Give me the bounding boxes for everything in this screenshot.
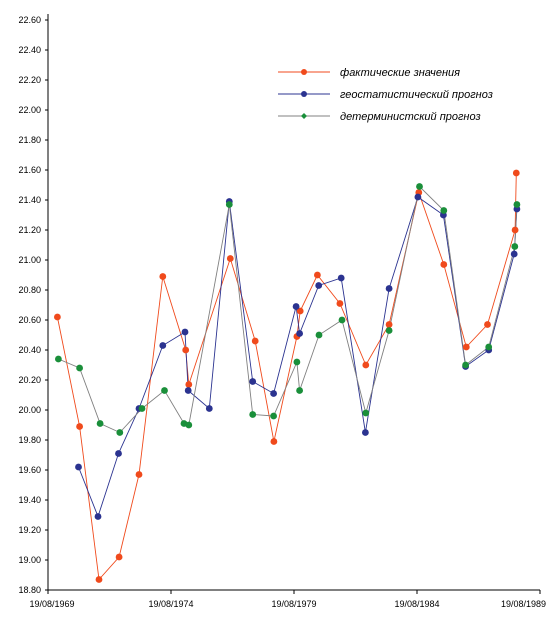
series-point-0 (512, 169, 520, 177)
series-point-2 (511, 243, 519, 250)
y-tick-label: 20.00 (18, 405, 41, 415)
y-tick-label: 22.60 (18, 15, 41, 25)
x-tick-label: 19/08/1989 (501, 599, 546, 609)
series-line-1 (78, 196, 518, 518)
legend-marker-2 (301, 113, 307, 119)
y-tick-label: 20.20 (18, 375, 41, 385)
y-tick-label: 20.80 (18, 285, 41, 295)
series-point-2 (138, 405, 146, 412)
series-point-0 (135, 471, 143, 478)
series-point-1 (296, 330, 303, 337)
series-point-2 (225, 201, 233, 208)
series-point-2 (485, 343, 493, 351)
series-point-2 (161, 387, 168, 394)
series-line-2 (58, 185, 518, 434)
x-tick-label: 19/08/1979 (271, 599, 316, 609)
legend-label-1: геостатистический прогноз (340, 89, 493, 101)
series-point-1 (292, 303, 300, 310)
series-point-0 (314, 271, 321, 279)
series-point-0 (462, 343, 470, 351)
series-point-0 (270, 438, 278, 445)
series-point-0 (336, 300, 344, 307)
series-point-1 (249, 378, 257, 385)
series-point-0 (484, 321, 491, 328)
series-point-0 (54, 313, 61, 321)
series-point-2 (315, 331, 323, 339)
series-point-1 (337, 274, 345, 282)
series-point-1 (510, 250, 518, 258)
series-point-2 (116, 429, 124, 436)
series-point-0 (185, 381, 193, 388)
legend-marker-0 (301, 69, 307, 75)
series-point-0 (296, 307, 304, 315)
series-point-0 (362, 361, 370, 369)
y-tick-label: 18.80 (18, 585, 41, 595)
y-tick-label: 22.00 (18, 105, 41, 115)
series-point-1 (270, 390, 277, 397)
series-point-2 (440, 207, 448, 214)
series-point-2 (338, 316, 346, 324)
x-tick-label: 19/08/1969 (29, 599, 74, 609)
series-point-2 (55, 355, 62, 363)
series-point-0 (182, 346, 190, 354)
series-point-2 (462, 361, 469, 369)
series-point-1 (205, 405, 213, 412)
series-point-2 (185, 421, 193, 429)
series-point-2 (296, 387, 303, 394)
series-point-2 (96, 420, 104, 427)
y-tick-label: 22.40 (18, 45, 41, 55)
series-point-1 (315, 282, 323, 289)
x-tick-label: 19/08/1984 (394, 599, 439, 609)
series-point-0 (95, 576, 103, 583)
series-point-0 (226, 255, 234, 262)
y-tick-label: 21.60 (18, 165, 41, 175)
series-point-0 (115, 553, 123, 561)
series-point-2 (270, 412, 277, 420)
y-tick-label: 21.20 (18, 225, 41, 235)
y-tick-label: 19.40 (18, 495, 41, 505)
series-points (54, 169, 521, 583)
y-tick-label: 20.40 (18, 345, 41, 355)
series-point-2 (513, 201, 521, 208)
series-point-0 (385, 321, 393, 328)
legend: фактические значения геостатистический пр… (278, 67, 493, 123)
y-tick-label: 21.00 (18, 255, 41, 265)
series-point-1 (94, 513, 102, 520)
series-point-1 (184, 387, 192, 394)
y-tick-label: 21.40 (18, 195, 41, 205)
series-point-1 (115, 450, 122, 457)
series-point-0 (251, 337, 259, 345)
series-lines (56, 172, 518, 581)
chart-axes: 18.80 19.00 19.20 19.40 19.60 19.80 20.00 20.20… (18, 14, 546, 609)
y-tick-label: 19.00 (18, 555, 41, 565)
series-point-1 (159, 342, 167, 349)
y-tick-label: 19.80 (18, 435, 41, 445)
series-point-1 (414, 193, 422, 201)
series-point-1 (75, 463, 82, 471)
legend-label-2: детерминистский прогноз (340, 111, 481, 123)
series-point-2 (385, 327, 393, 334)
series-point-1 (362, 429, 369, 436)
series-point-2 (362, 409, 370, 417)
series-point-1 (385, 285, 393, 292)
legend-label-0: фактические значения (340, 67, 460, 79)
y-tick-label: 20.60 (18, 315, 41, 325)
y-tick-label: 22.20 (18, 75, 41, 85)
series-point-0 (76, 423, 83, 430)
series-point-2 (76, 364, 83, 372)
y-tick-label: 19.20 (18, 525, 41, 535)
series-point-1 (181, 328, 189, 336)
series-point-0 (159, 273, 167, 280)
y-tick-label: 21.80 (18, 135, 41, 145)
legend-marker-1 (301, 91, 307, 97)
x-tick-label: 19/08/1974 (148, 599, 193, 609)
y-tick-label: 19.60 (18, 465, 41, 475)
series-point-0 (440, 261, 448, 268)
series-point-2 (249, 411, 257, 418)
series-point-2 (416, 183, 423, 190)
series-point-2 (293, 358, 301, 366)
series-point-0 (511, 226, 519, 234)
